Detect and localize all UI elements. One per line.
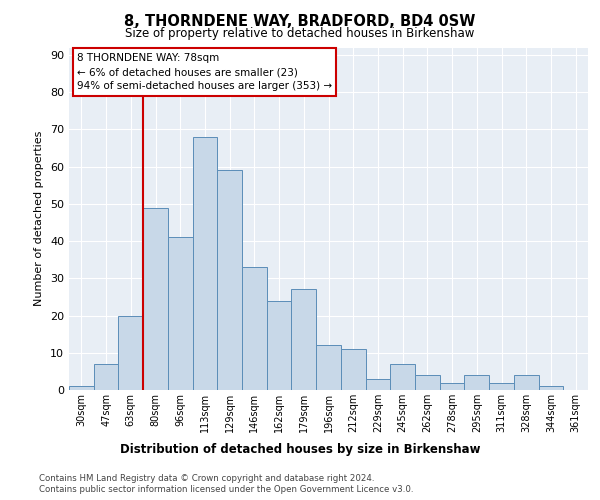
Bar (514, 375, 539, 390)
Bar (464, 375, 489, 390)
Text: Contains HM Land Registry data © Crown copyright and database right 2024.: Contains HM Land Registry data © Crown c… (39, 474, 374, 483)
Bar (489, 382, 514, 390)
Bar (341, 349, 365, 390)
Bar (217, 170, 242, 390)
Bar (390, 364, 415, 390)
Text: 8, THORNDENE WAY, BRADFORD, BD4 0SW: 8, THORNDENE WAY, BRADFORD, BD4 0SW (124, 14, 476, 29)
Bar (118, 316, 143, 390)
Y-axis label: Number of detached properties: Number of detached properties (34, 131, 44, 306)
Bar (69, 386, 94, 390)
Bar (143, 208, 168, 390)
Bar (539, 386, 563, 390)
Bar (365, 379, 390, 390)
Bar (193, 137, 217, 390)
Bar (168, 238, 193, 390)
Bar (292, 290, 316, 390)
Bar (316, 346, 341, 390)
Bar (415, 375, 440, 390)
Bar (267, 300, 292, 390)
Text: Size of property relative to detached houses in Birkenshaw: Size of property relative to detached ho… (125, 28, 475, 40)
Text: Contains public sector information licensed under the Open Government Licence v3: Contains public sector information licen… (39, 485, 413, 494)
Bar (94, 364, 118, 390)
Bar (242, 267, 267, 390)
Text: 8 THORNDENE WAY: 78sqm
← 6% of detached houses are smaller (23)
94% of semi-deta: 8 THORNDENE WAY: 78sqm ← 6% of detached … (77, 52, 332, 92)
Bar (440, 382, 464, 390)
Text: Distribution of detached houses by size in Birkenshaw: Distribution of detached houses by size … (120, 442, 480, 456)
